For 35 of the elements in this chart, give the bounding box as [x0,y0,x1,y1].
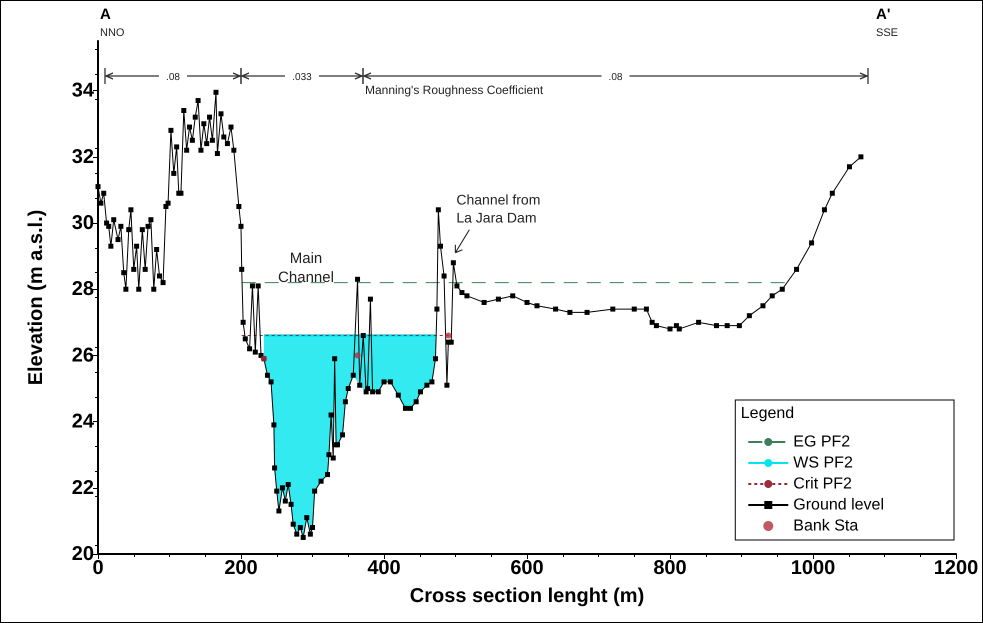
y-tick-label: 32 [72,146,94,168]
x-tick-label: 200 [224,557,258,579]
legend-label: WS PF2 [793,454,853,472]
annotation: .08 [166,72,180,83]
x-tick-label: 400 [367,557,401,579]
y-tick-label: 22 [72,476,94,499]
text: SSE [876,27,898,39]
x-tick-label: 600 [510,557,544,579]
text: A [100,6,111,23]
x-tick-label: 800 [653,557,687,579]
y-tick-label: 34 [72,80,95,102]
legend-label: EG PF2 [793,434,850,450]
annotation: Manning's Roughness Coefficient [365,83,544,97]
x-tick-label: 1000 [790,557,836,579]
annotation: Channel from La Jara Dam [456,192,540,226]
text: A' [876,6,890,23]
legend-label: Bank Sta [793,518,858,534]
y-tick-label: 24 [72,410,95,433]
legend-title: Legend [740,405,794,422]
x-axis-title: Cross section lenght (m) [410,585,644,607]
legend-label: Ground level [793,496,884,514]
text: NNO [100,27,125,39]
point [354,352,361,358]
annotation: Main Channel [278,250,334,286]
y-tick-label: 20 [72,543,94,565]
annotation: .033 [292,72,312,83]
x-tick-label: 0 [92,557,104,579]
y-axis-title: Elevation (m a.s.l.) [25,210,47,386]
legend-label: Crit PF2 [793,476,852,492]
y-tick-label: 30 [72,212,94,234]
annotation: .08 [608,72,623,83]
y-tick-label: 28 [72,278,94,300]
x-tick-label: 1200 [934,557,978,579]
y-tick-label: 26 [72,344,94,366]
point [445,332,452,339]
